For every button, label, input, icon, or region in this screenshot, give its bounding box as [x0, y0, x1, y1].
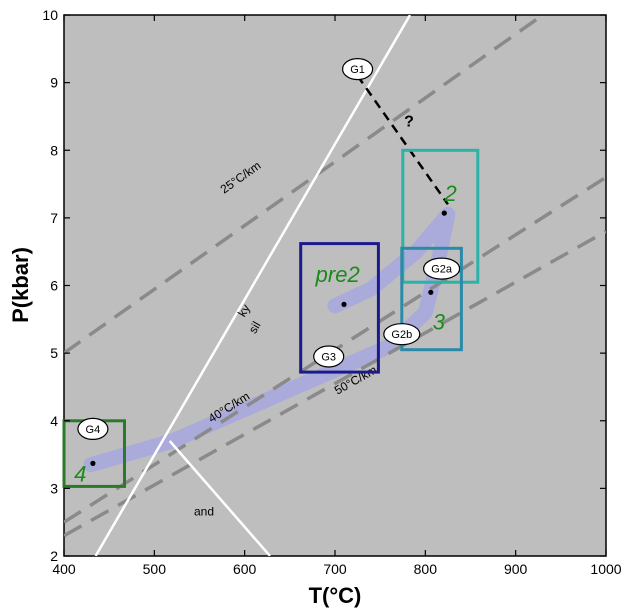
y-tick-label-5: 5 [50, 345, 58, 361]
box-label-2: 2 [444, 181, 457, 206]
node-g2b [383, 323, 421, 346]
node-label-g2b: G2b [391, 329, 412, 341]
y-tick-label-10: 10 [42, 7, 58, 23]
x-tick-label-700: 700 [323, 561, 347, 577]
data-point-4 [441, 210, 447, 216]
node-g2a [423, 257, 461, 280]
dashed-link [356, 75, 449, 206]
geotherm-line-3 [64, 229, 606, 538]
x-tick-label-600: 600 [233, 561, 257, 577]
geotherm-line-1 [64, 15, 544, 355]
data-point-3 [428, 289, 434, 295]
node-g1 [342, 57, 374, 81]
y-tick-label-6: 6 [50, 278, 58, 294]
x-tick-label-500: 500 [143, 561, 167, 577]
y-tick-label-9: 9 [50, 75, 58, 91]
x-tick-label-400: 400 [52, 561, 76, 577]
box-2 [401, 148, 480, 284]
y-tick-label-4: 4 [50, 413, 58, 429]
node-label-g3: G3 [321, 352, 336, 364]
node-label-g4: G4 [86, 424, 101, 436]
y-tick-label-7: 7 [50, 210, 58, 226]
node-label-g2a: G2a [431, 264, 453, 276]
y-tick-label-2: 2 [50, 548, 58, 564]
node-g4 [77, 417, 109, 440]
y-tick-label-8: 8 [50, 142, 58, 158]
y-tick-label-3: 3 [50, 480, 58, 496]
ky-sil-boundary [94, 15, 412, 556]
box-label-pre2: pre2 [315, 262, 360, 287]
question-mark-label: ? [404, 114, 414, 131]
node-g3 [313, 345, 345, 368]
x-axis-title: T(°C) [309, 583, 362, 608]
x-tick-label-900: 900 [504, 561, 528, 577]
box-label-3: 3 [433, 309, 446, 334]
phase-label-and: and [194, 504, 214, 518]
data-point-2 [341, 301, 347, 307]
box-label-4: 4 [74, 462, 86, 487]
node-label-g1: G1 [350, 64, 365, 76]
box-3 [400, 246, 463, 352]
x-tick-label-800: 800 [414, 561, 438, 577]
x-tick-label-1000: 1000 [590, 561, 621, 577]
box-pre2 [299, 242, 380, 374]
data-point-1 [90, 460, 96, 466]
y-axis-title: P(kbar) [8, 247, 33, 323]
and-sil-boundary [168, 440, 271, 556]
